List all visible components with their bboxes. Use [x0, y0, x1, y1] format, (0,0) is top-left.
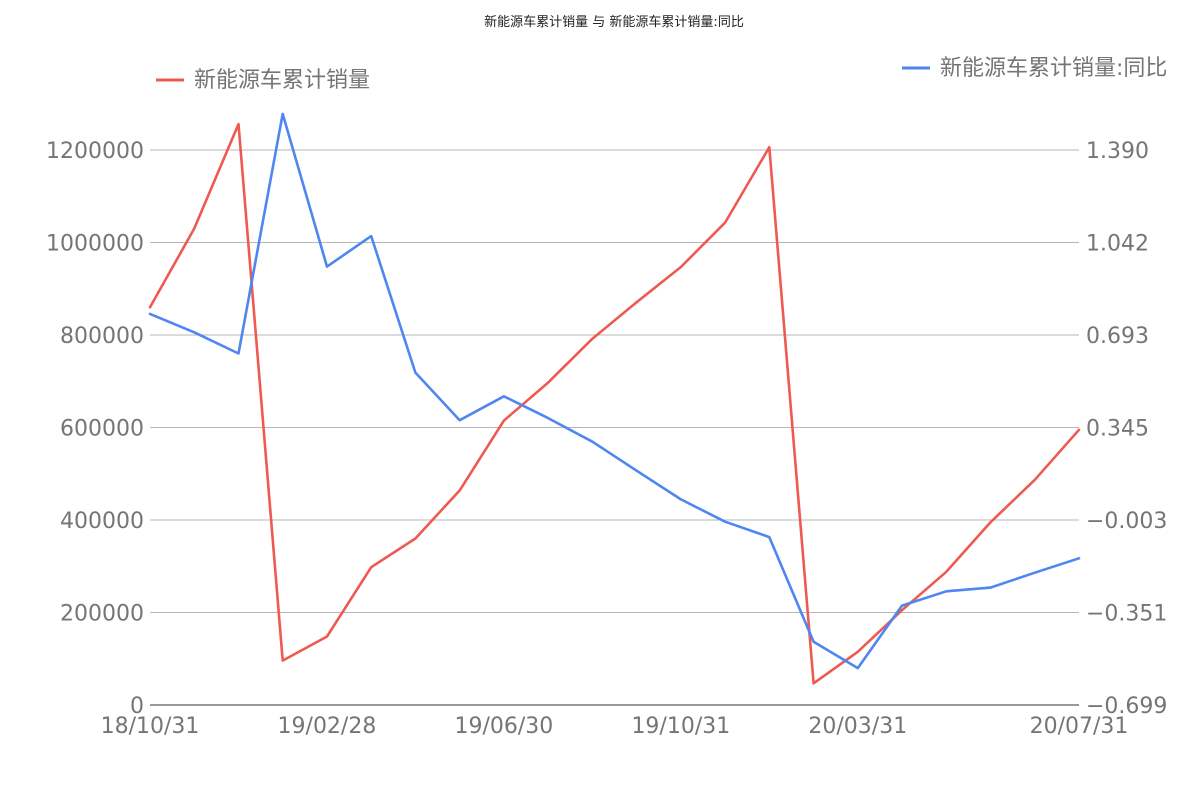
left-tick-label: 400000	[60, 509, 144, 534]
chart-title: 新能源车累计销量 与 新能源车累计销量:同比	[484, 14, 744, 30]
right-tick-label: 1.390	[1086, 139, 1149, 164]
x-tick-label: 19/10/31	[631, 714, 730, 739]
right-tick-label: −0.351	[1086, 602, 1167, 627]
x-tick-label: 19/02/28	[278, 714, 377, 739]
left-tick-label: 600000	[60, 417, 144, 442]
x-tick-label: 20/07/31	[1030, 714, 1129, 739]
right-tick-label: −0.003	[1086, 509, 1167, 534]
series-line-yoy	[148, 112, 1081, 670]
right-tick-label: −0.699	[1086, 694, 1167, 719]
right-tick-label: 0.345	[1086, 417, 1149, 442]
left-tick-label: 1200000	[46, 139, 144, 164]
left-axis-ticks: 0 200000 400000 600000 800000 1000000 1200000	[46, 139, 144, 719]
legend-right: 新能源车累计销量:同比	[902, 56, 1167, 81]
left-tick-label: 1000000	[46, 232, 144, 257]
legend-label-yoy: 新能源车累计销量:同比	[940, 56, 1167, 81]
legend-label-cumulative-sales: 新能源车累计销量	[194, 68, 370, 93]
gridlines	[150, 149, 1079, 706]
right-axis-ticks: −0.699 −0.351 −0.003 0.345 0.693 1.042 1.390	[1086, 139, 1167, 719]
left-tick-label: 800000	[60, 324, 144, 349]
left-tick-label: 0	[130, 694, 144, 719]
right-tick-label: 0.693	[1086, 324, 1149, 349]
x-tick-label: 18/10/31	[101, 714, 200, 739]
x-axis-ticks: 18/10/31 19/02/28 19/06/30 19/10/31 20/03/31…	[101, 714, 1129, 739]
left-tick-label: 200000	[60, 602, 144, 627]
x-tick-label: 20/03/31	[808, 714, 907, 739]
x-tick-label: 19/06/30	[454, 714, 553, 739]
series-lines	[148, 112, 1081, 685]
legend-left: 新能源车累计销量	[156, 68, 370, 93]
right-tick-label: 1.042	[1086, 231, 1149, 256]
series-line-cumulative-sales	[148, 122, 1081, 685]
